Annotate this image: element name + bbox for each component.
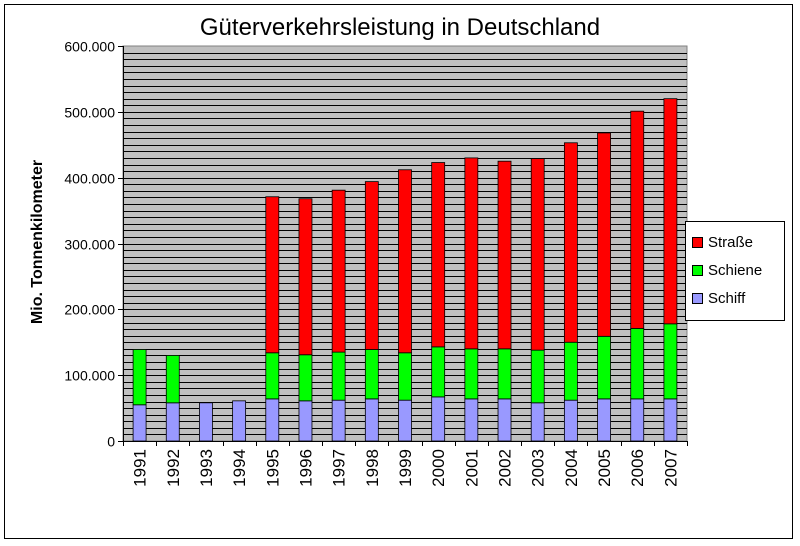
x-tick-label: 2007 [661, 449, 680, 487]
chart-title: Güterverkehrsleistung in Deutschland [199, 14, 601, 41]
x-tick-label: 1998 [363, 449, 382, 487]
x-tick-label: 2001 [462, 449, 481, 487]
bar-schiff-1997 [331, 399, 346, 442]
x-tick-label: 2004 [562, 449, 581, 487]
y-ticks: 0 100.000 200.000 300.000 400.000 500.000 600.… [64, 39, 123, 450]
bar-schiene-2005 [597, 335, 611, 400]
y-tick-label: 200.000 [64, 302, 115, 318]
x-tick-label: 1992 [164, 449, 183, 487]
bar-schiff-1991 [132, 404, 147, 442]
bar-schiene-2007 [663, 323, 678, 400]
y-tick-label: 300.000 [64, 237, 115, 253]
bar-straße-1998 [364, 181, 379, 350]
bar-schiff-1999 [398, 399, 412, 442]
bar-schiff-2002 [497, 398, 512, 442]
bar-schiff-1993 [199, 402, 213, 442]
legend: Straße Schiene Schiff [685, 221, 785, 321]
bar-straße-2004 [563, 142, 578, 343]
bar-schiff-2006 [630, 398, 645, 442]
bar-schiff-1996 [298, 400, 313, 442]
legend-label: Schiene [708, 261, 763, 279]
bar-straße-1996 [298, 198, 313, 356]
x-tick-label: 1997 [330, 449, 349, 487]
y-tick-label: 500.000 [64, 105, 115, 121]
bar-schiene-1997 [331, 351, 346, 401]
bar-straße-1999 [398, 169, 412, 354]
x-tick-label: 1999 [396, 449, 415, 487]
bar-straße-2005 [597, 132, 611, 337]
bar-schiene-1995 [265, 352, 280, 400]
bar-schiff-2000 [431, 396, 446, 442]
x-tick-label: 1991 [131, 449, 150, 487]
legend-item-schiff: Schiff [692, 288, 745, 308]
legend-label: Straße [708, 233, 754, 251]
x-tick-label: 2000 [429, 449, 448, 487]
bar-straße-2003 [530, 158, 545, 351]
bar-schiff-2003 [530, 402, 545, 442]
x-tick-label: 1996 [296, 449, 315, 487]
bar-schiene-1999 [398, 352, 412, 401]
bar-straße-2007 [663, 98, 678, 325]
legend-item-schiene: Schiene [692, 260, 762, 280]
bar-straße-2001 [464, 157, 479, 350]
bar-schiff-1994 [232, 400, 247, 442]
gridlines [123, 53, 687, 435]
legend-label: Schiff [708, 289, 746, 307]
y-tick-label: 600.000 [64, 39, 115, 55]
bar-schiff-2007 [663, 398, 678, 442]
bar-schiff-2005 [597, 398, 611, 442]
x-tick-label: 1995 [263, 449, 282, 487]
y-tick-label: 100.000 [64, 368, 115, 384]
bar-schiff-1995 [265, 398, 280, 442]
legend-item-straße: Straße [692, 232, 753, 252]
legend-swatch [692, 292, 703, 304]
bar-straße-1997 [331, 189, 346, 353]
bar-schiene-2003 [530, 349, 545, 404]
bar-schiene-2000 [431, 346, 446, 398]
y-tick-label: 400.000 [64, 171, 115, 187]
bar-straße-2002 [497, 160, 512, 350]
x-tick-label: 1993 [197, 449, 216, 487]
bar-schiene-2001 [464, 348, 479, 400]
axes [123, 46, 687, 442]
bar-straße-2000 [431, 162, 446, 348]
bar-schiff-2001 [464, 398, 479, 442]
bar-schiene-1996 [298, 354, 313, 402]
x-ticks: 1991 1992 1993 1994 1995 1996 1997 1998 1999 2000… [123, 441, 688, 487]
bar-schiene-1991 [132, 349, 147, 406]
x-tick-label: 1994 [230, 449, 249, 487]
bar-schiene-1998 [364, 349, 379, 400]
bars [132, 98, 678, 442]
bar-schiene-1992 [165, 355, 180, 404]
bar-schiene-2006 [630, 328, 645, 400]
x-tick-label: 2005 [595, 449, 614, 487]
y-tick-label: 0 [107, 434, 115, 450]
x-tick-label: 2002 [496, 449, 515, 487]
x-tick-label: 2006 [628, 449, 647, 487]
bar-schiff-1998 [364, 398, 379, 442]
bar-schiff-2004 [563, 399, 578, 442]
bar-straße-1995 [265, 196, 280, 354]
bar-schiene-2004 [563, 341, 578, 401]
legend-swatch [692, 236, 703, 248]
bar-schiene-2002 [497, 348, 512, 400]
legend-swatch [692, 264, 703, 276]
bar-straße-2006 [630, 110, 645, 329]
bar-schiff-1992 [165, 402, 180, 442]
x-tick-label: 2003 [529, 449, 548, 487]
